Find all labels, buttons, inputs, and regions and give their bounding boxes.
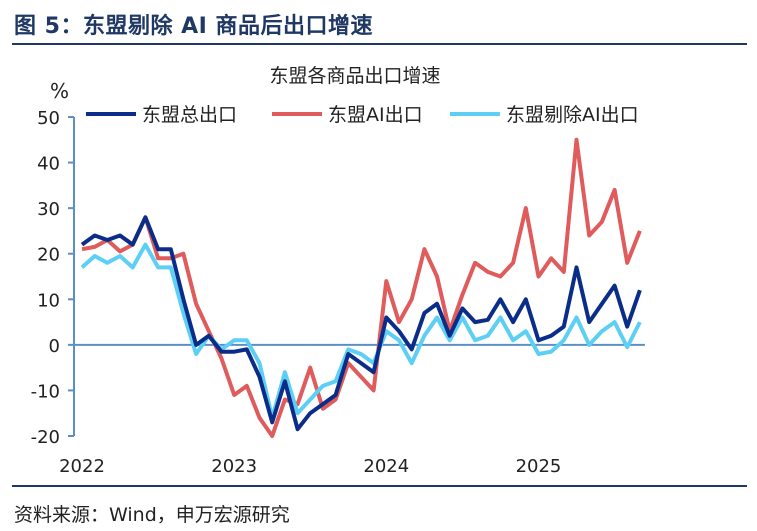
series-line-2 xyxy=(80,242,642,420)
y-tick-label: -10 xyxy=(31,381,60,402)
legend-label: 东盟剔除AI出口 xyxy=(506,104,639,126)
source-note: 资料来源：Wind，申万宏源研究 xyxy=(14,504,290,526)
y-axis-unit: % xyxy=(50,79,69,103)
y-tick-label: 50 xyxy=(37,108,60,129)
y-tick-label: 30 xyxy=(37,199,60,220)
y-tick-label: -20 xyxy=(31,427,60,448)
series-line-1 xyxy=(81,137,642,438)
y-tick-label: 10 xyxy=(37,290,60,311)
legend-label: 东盟AI出口 xyxy=(328,104,423,126)
legend-label: 东盟总出口 xyxy=(142,104,237,126)
chart-title: 东盟各商品出口增速 xyxy=(269,65,440,87)
y-tick-label: 20 xyxy=(37,245,60,266)
x-tick-label: 2025 xyxy=(516,456,562,477)
x-tick-label: 2023 xyxy=(211,456,257,477)
series-line-0 xyxy=(80,215,642,432)
figure-title: 图 5：东盟剔除 AI 商品后出口增速 xyxy=(14,14,373,39)
source-divider xyxy=(12,485,747,487)
line-chart: 东盟各商品出口增速 % -20 -10 0 10 20 30 40 50 2022 2023 202… xyxy=(31,65,645,477)
y-tick-label: 40 xyxy=(37,154,60,175)
x-tick-label: 2022 xyxy=(59,456,105,477)
y-tick-label: 0 xyxy=(49,336,60,357)
title-divider xyxy=(12,43,747,45)
x-tick-label: 2024 xyxy=(363,456,409,477)
